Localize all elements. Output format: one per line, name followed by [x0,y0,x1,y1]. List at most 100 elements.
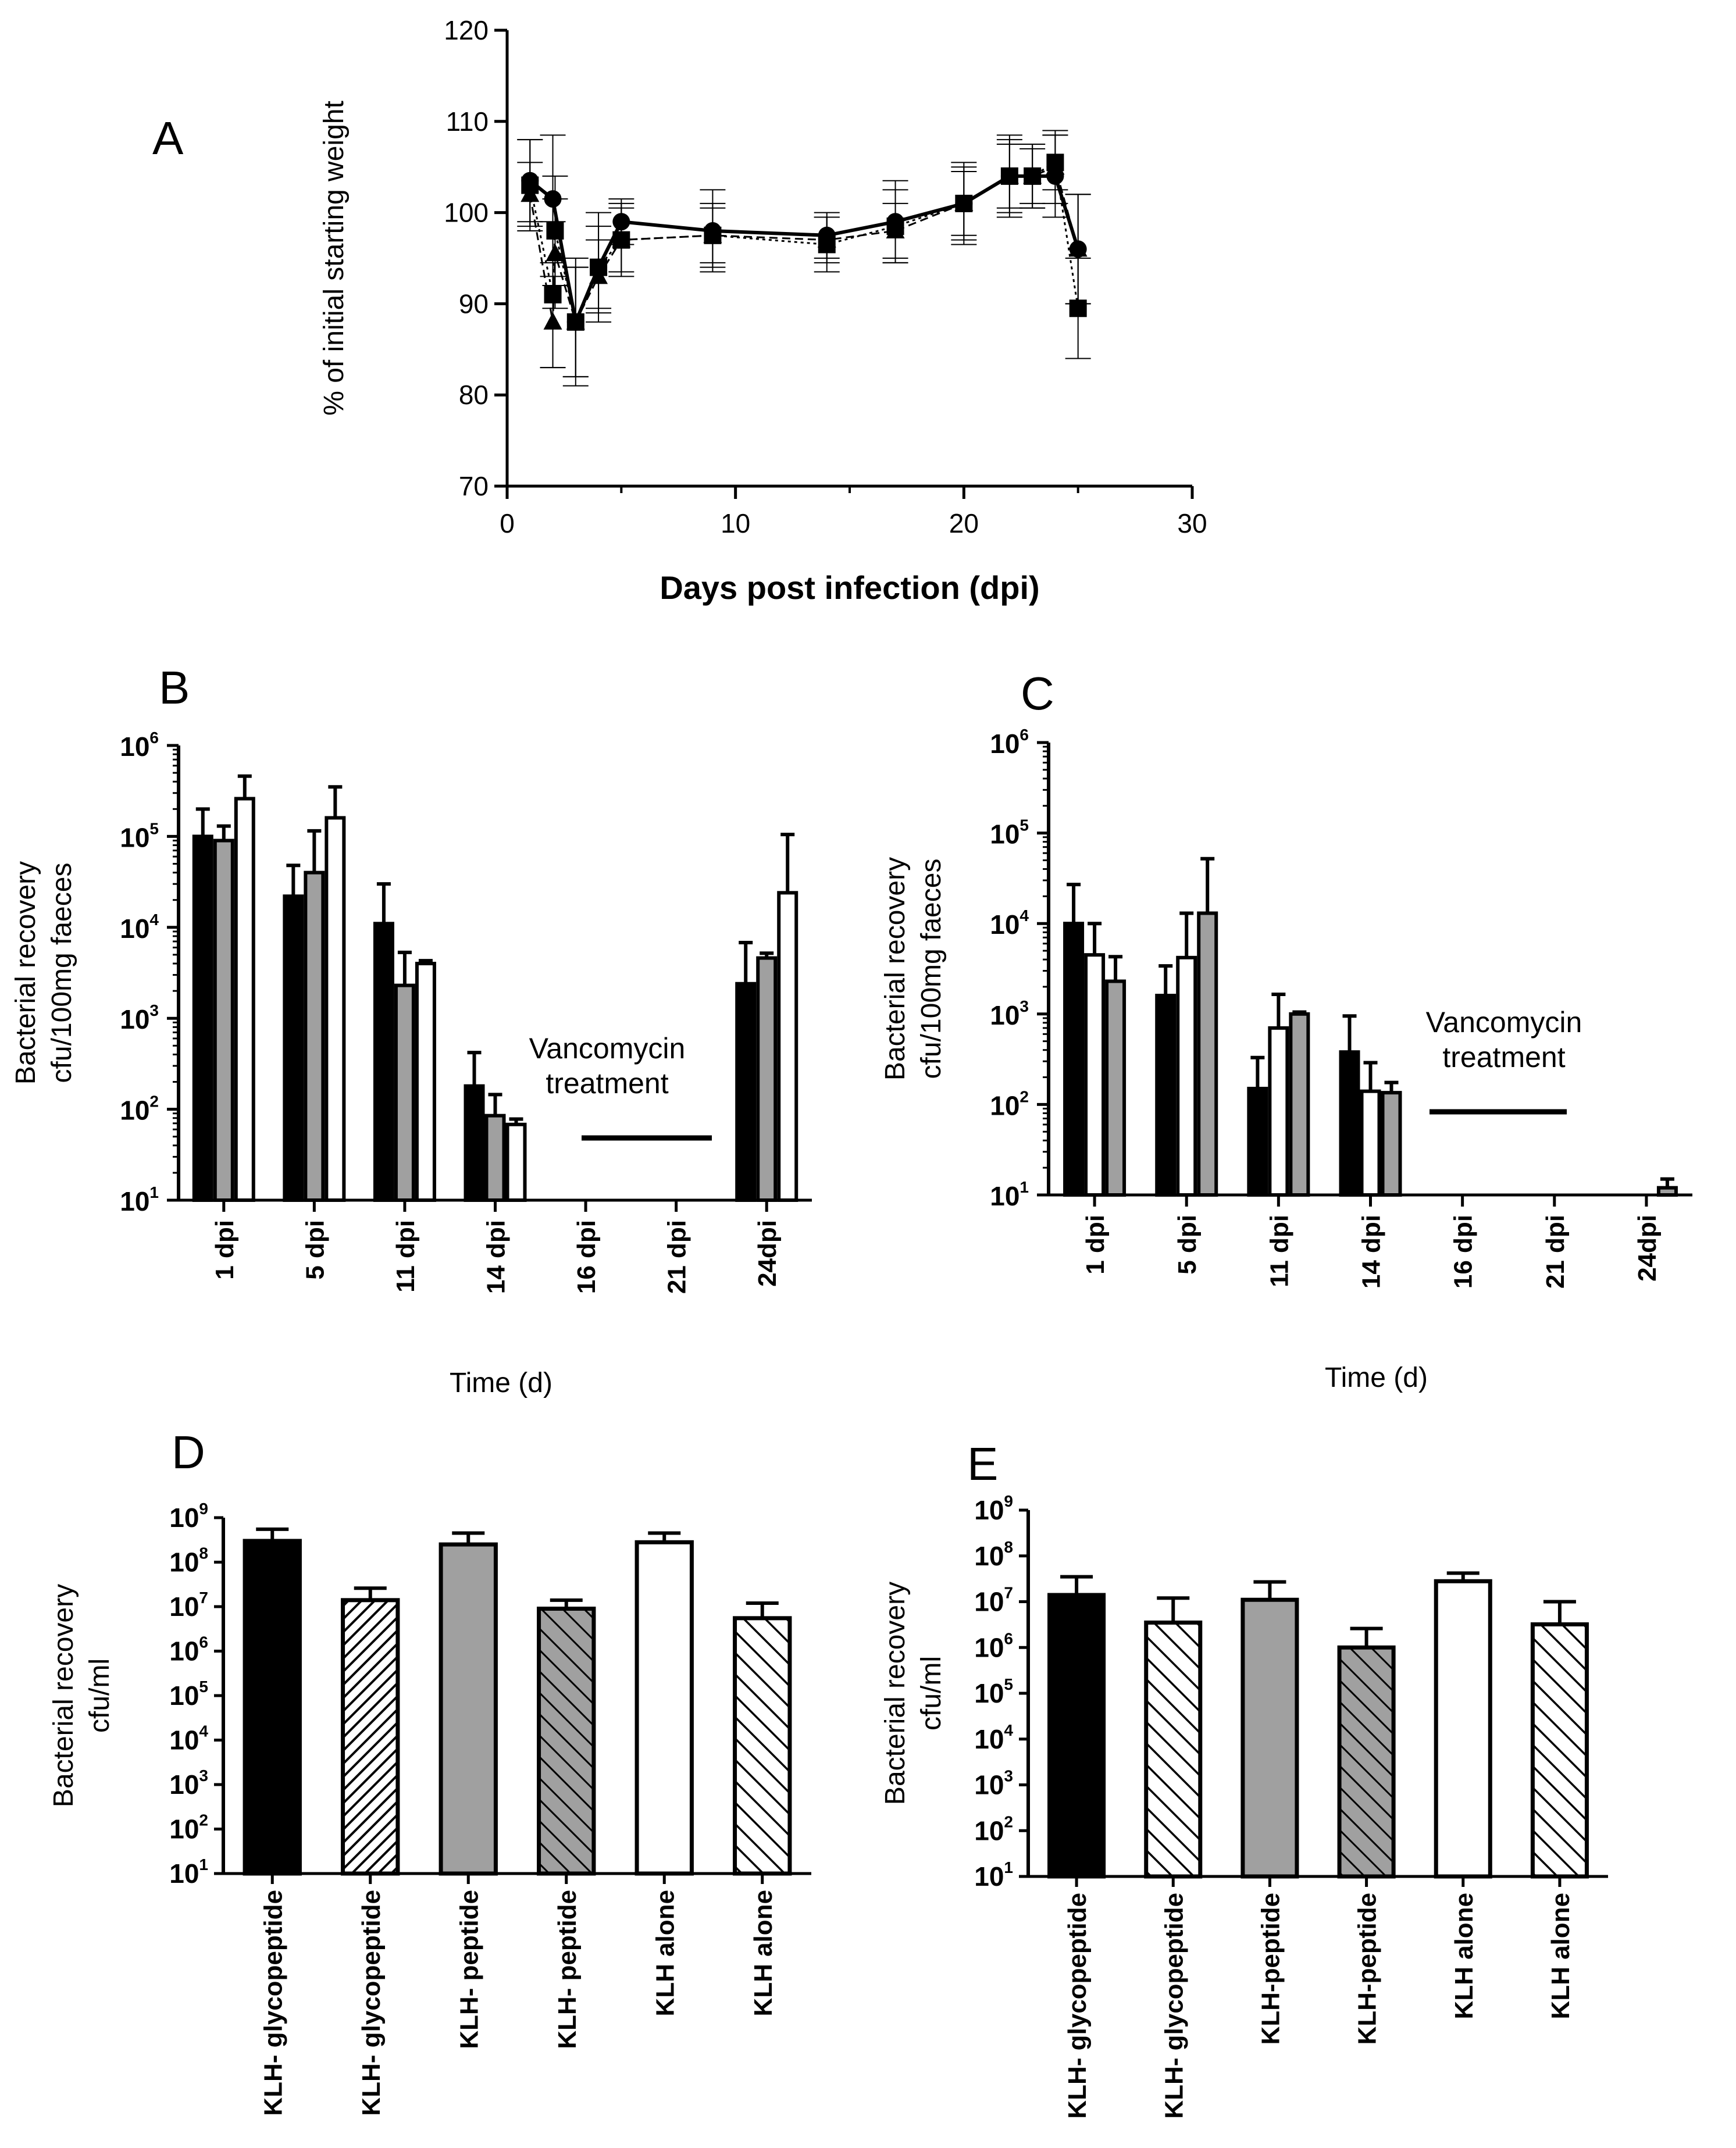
bar-white [234,797,255,1202]
y-tick-label: 102 [990,1087,1029,1121]
y-tick-label: 101 [990,1178,1029,1211]
bar-grey [1197,911,1218,1197]
x-tick-label: KLH- glycopeptide [1063,1893,1092,2119]
x-tick-label: 11 dpi [391,1220,420,1293]
bar-grey [484,1114,506,1203]
y-tick-label: 104 [974,1721,1013,1754]
y-tick-label: 106 [990,726,1029,759]
marker-square [521,176,539,194]
y-tick-label: 80 [459,380,489,410]
y-tick-label: 102 [169,1811,208,1844]
marker-square [566,313,584,331]
y-axis-label: % of initial starting weight [319,101,350,416]
panel-label: E [967,1438,998,1490]
marker-square [1046,154,1064,172]
bar-black [1247,1087,1268,1197]
bar-white [777,891,799,1202]
bar-black [373,922,394,1202]
panel-label: A [152,112,184,164]
bar-grey [394,983,415,1202]
panel-label: D [172,1426,205,1478]
x-tick-label: 1 dpi [1081,1215,1110,1275]
x-tick-label: KLH- peptide [553,1890,582,2049]
x-tick-label: 21 dpi [1541,1215,1570,1289]
y-tick-label: 108 [974,1538,1013,1571]
y-tick-label: 103 [974,1767,1013,1800]
y-tick-label: 109 [974,1492,1013,1525]
annotation-line-1: Vancomycin [529,1032,686,1065]
x-tick-label: KLH- glycopeptide [357,1890,386,2116]
x-tick-label: KLH- glycopeptide [259,1890,287,2116]
bar-4 [537,1607,596,1876]
y-tick-label: 101 [974,1858,1013,1892]
bar-black [1063,922,1085,1197]
x-tick-label: KLH- peptide [455,1890,483,2049]
bar-white [1176,955,1197,1197]
bar-black [1339,1050,1360,1197]
x-tick-label: 0 [500,508,515,538]
y-axis-label: Bacterial recovery cfu/100mg faeces [880,857,947,1080]
panel-a: A 70 80 90 100 110 120 0 10 20 30 Days post infecti… [152,15,1207,606]
annotation-line-2: treatment [546,1067,668,1100]
y-axis-label: Bacterial recovery cfu/ml [880,1582,947,1805]
panel-c: C 101 102 103 104 105 106 1 dpi 5 dpi 11 dpi 14 dp… [880,668,1692,1393]
x-tick-label: 1 dpi [211,1220,239,1280]
annotation-line-2: treatment [1442,1041,1565,1073]
bar-6 [733,1616,792,1876]
x-tick-label: 5 dpi [301,1220,329,1280]
y-tick-label: 105 [974,1675,1013,1708]
x-axis-label: Time (d) [1325,1362,1428,1393]
marker-square [704,226,722,244]
panel-b: B 101 102 103 104 105 106 1 dpi 5 dpi 11 dpi 14 dp… [10,662,812,1398]
marker-square [1024,167,1042,185]
x-tick-label: 14 dpi [1357,1215,1386,1289]
x-tick-label: KLH-peptide [1353,1893,1382,2045]
y-tick-label: 102 [120,1093,159,1126]
y-tick-label: 109 [169,1500,208,1533]
marker-square [590,258,608,276]
bar-white [1268,1026,1289,1197]
y-tick-label: 90 [459,288,489,319]
panel-label: C [1021,668,1054,719]
bar-grey [304,870,325,1202]
bar-1 [1047,1593,1106,1879]
y-tick-label: 104 [169,1722,208,1755]
y-tick-label: 104 [990,907,1029,940]
x-tick-label: 30 [1177,508,1207,538]
y-tick-label: 101 [120,1183,159,1216]
panel-label: B [159,662,190,713]
marker-square [1069,299,1087,317]
y-tick-label: 120 [444,15,489,45]
y-tick-label: 103 [120,1001,159,1034]
x-tick-label: KLH alone [1546,1893,1575,2019]
series-line-square [529,160,1079,325]
marker-square [955,194,973,212]
marker-square [1000,167,1018,185]
marker-square [612,231,630,249]
bar-black [192,834,213,1202]
x-tick-label: 10 [721,508,750,538]
y-tick-label: 106 [169,1633,208,1667]
x-tick-label: 21 dpi [663,1220,691,1294]
x-tick-label: 16 dpi [572,1220,601,1294]
x-tick-label: 5 dpi [1173,1215,1202,1275]
bar-white [505,1122,527,1203]
bar-white [325,816,346,1202]
y-tick-label: 107 [974,1584,1013,1617]
y-axis-label: Bacterial recovery cfu/ml [48,1584,115,1807]
x-tick-label: KLH- glycopeptide [1160,1893,1188,2119]
marker-square [886,217,904,236]
x-tick-label: 24dpi [753,1220,782,1287]
bar-3 [439,1542,498,1876]
y-tick-label: 105 [169,1678,208,1711]
bar-grey [1105,979,1127,1197]
annotation-line-1: Vancomycin [1426,1006,1582,1039]
y-tick-label: 101 [169,1856,208,1889]
y-tick-label: 100 [444,198,489,228]
x-tick-label: 11 dpi [1265,1215,1293,1287]
bar-black [283,894,304,1202]
bar-2 [341,1598,400,1876]
marker-square [544,286,562,304]
bar-grey [1381,1091,1402,1197]
